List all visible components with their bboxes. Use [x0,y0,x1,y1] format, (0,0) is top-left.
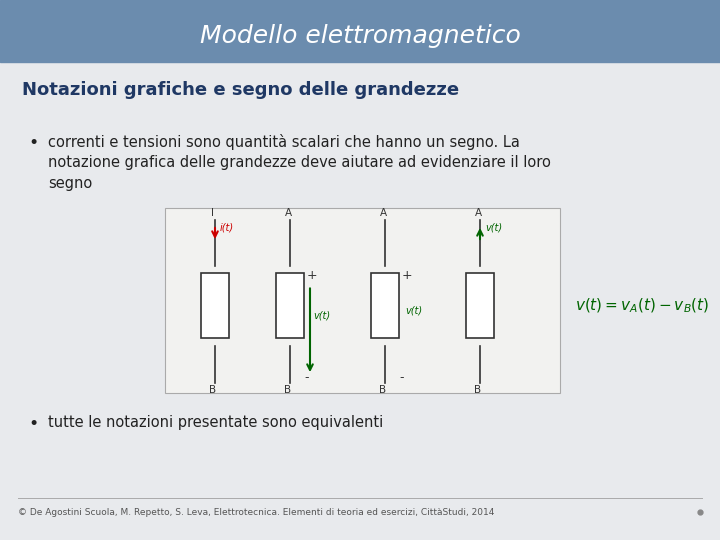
Bar [0,0,720,62]
Bar [276,273,304,338]
Text: A: A [284,208,292,218]
Text: $v(t)=v_A(t)-v_B(t)$: $v(t)=v_A(t)-v_B(t)$ [575,296,709,315]
Bar [466,273,494,338]
Text: -: - [399,372,403,384]
Bar [201,273,229,338]
Text: i(t): i(t) [220,223,234,233]
Text: Notazioni grafiche e segno delle grandezze: Notazioni grafiche e segno delle grandez… [22,81,459,99]
Text: A: A [379,208,387,218]
Text: +: + [307,269,318,282]
Text: v(t): v(t) [313,310,330,321]
Text: A: A [474,208,482,218]
Text: •: • [28,415,38,433]
Text: B: B [284,385,292,395]
Text: v(t): v(t) [485,223,502,233]
Bar [371,273,399,338]
Text: B: B [210,385,217,395]
Text: Modello elettromagnetico: Modello elettromagnetico [199,24,521,48]
Text: B: B [474,385,482,395]
Text: -: - [304,372,308,384]
Text: © De Agostini Scuola, M. Repetto, S. Leva, Elettrotecnica. Elementi di teoria ed: © De Agostini Scuola, M. Repetto, S. Lev… [18,508,495,517]
Bar [0,62,720,540]
Text: B: B [379,385,387,395]
Text: tutte le notazioni presentate sono equivalenti: tutte le notazioni presentate sono equiv… [48,415,383,430]
Text: •: • [28,134,38,152]
Bar [165,208,560,393]
Text: +: + [402,269,413,282]
Text: correnti e tensioni sono quantità scalari che hanno un segno. La
notazione grafi: correnti e tensioni sono quantità scalar… [48,134,551,191]
Text: I: I [212,208,215,218]
Text: v(t): v(t) [405,306,422,315]
